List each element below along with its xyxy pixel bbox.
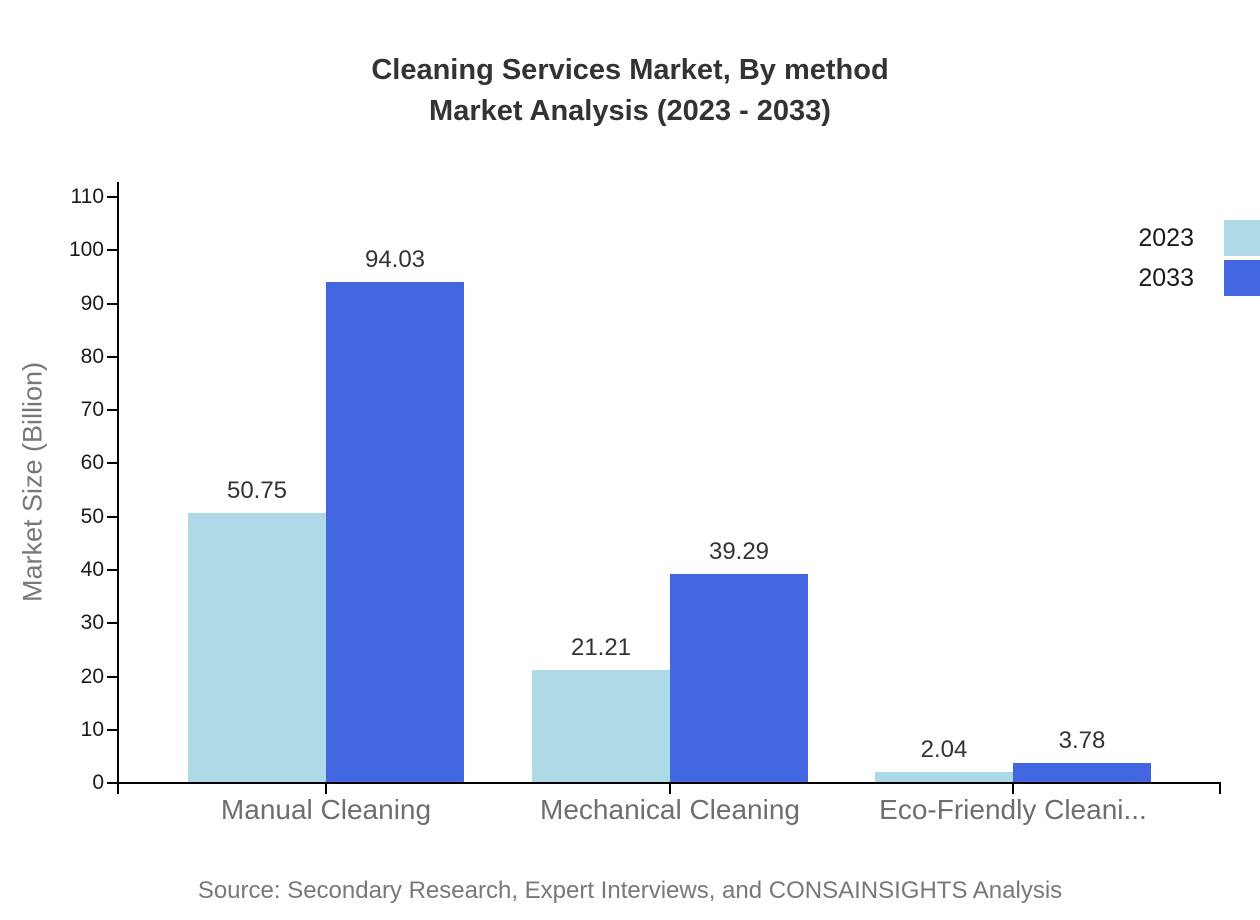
x-category-label-2: Eco-Friendly Cleani...: [879, 794, 1147, 825]
value-label-2023-1: 21.21: [570, 634, 632, 661]
y-tick-40: [107, 568, 117, 571]
y-tick-60: [107, 462, 117, 465]
y-tick-label-70: 70: [80, 398, 104, 422]
y-tick-label-0: 0: [92, 771, 104, 794]
legend-swatch-2023: [1224, 220, 1260, 256]
y-tick-80: [107, 355, 117, 358]
legend-row-2033: 2033: [1138, 260, 1260, 296]
y-tick-10: [107, 728, 117, 731]
source-text: Source: Secondary Research, Expert Inter…: [197, 877, 1063, 904]
chart-title-line2: Market Analysis (2023 - 2033): [429, 95, 831, 127]
legend-row-2023: 2023: [1138, 220, 1260, 256]
y-tick-110: [107, 196, 117, 198]
x-tick-0: [325, 784, 327, 794]
chart-title: Cleaning Services Market, By method Mark…: [0, 50, 1260, 132]
value-label-2023-0: 50.75: [226, 476, 288, 504]
x-axis-end-tick-1: [1219, 784, 1221, 794]
legend-swatch-2033: [1224, 260, 1260, 296]
value-label-2033-0: 94.03: [364, 246, 426, 274]
y-tick-label-30: 30: [80, 611, 104, 635]
x-category-label-1: Mechanical Cleaning: [540, 794, 800, 825]
value-label-2033-2: 3.78: [1058, 726, 1106, 754]
bar-2033-1: [670, 573, 808, 784]
chart-title-line1: Cleaning Services Market, By method: [371, 54, 889, 86]
y-tick-label-40: 40: [80, 557, 104, 581]
y-tick-30: [107, 622, 117, 625]
bar-2023-1: [532, 670, 670, 784]
x-axis-line: [117, 782, 1221, 784]
y-tick-20: [107, 675, 117, 678]
y-tick-100: [107, 249, 117, 252]
y-axis-line: [117, 182, 119, 784]
bar-2033-2: [1013, 762, 1151, 784]
y-tick-label-100: 100: [68, 238, 104, 262]
y-tick-label-110: 110: [70, 185, 104, 208]
legend-label-2023: 2023: [1138, 224, 1194, 252]
bar-2033-0: [326, 282, 464, 784]
y-tick-50: [107, 515, 117, 518]
x-category-label-0: Manual Cleaning: [220, 794, 432, 825]
x-tick-2: [1012, 784, 1014, 794]
y-tick-70: [107, 409, 117, 412]
value-label-2033-1: 39.29: [708, 537, 770, 565]
bar-2023-0: [188, 512, 326, 784]
y-tick-label-80: 80: [80, 344, 104, 368]
bar-2023-2: [875, 772, 1013, 784]
y-tick-label-20: 20: [80, 664, 104, 688]
y-tick-label-50: 50: [80, 504, 104, 528]
y-tick-label-10: 10: [80, 717, 104, 741]
x-tick-1: [669, 784, 671, 794]
y-tick-label-90: 90: [80, 291, 104, 315]
y-tick-0: [107, 782, 117, 784]
value-label-2023-2: 2.04: [920, 736, 968, 764]
y-tick-90: [107, 302, 117, 305]
x-axis-end-tick-0: [117, 784, 119, 794]
y-tick-label-60: 60: [80, 451, 104, 475]
legend-label-2033: 2033: [1138, 264, 1194, 292]
